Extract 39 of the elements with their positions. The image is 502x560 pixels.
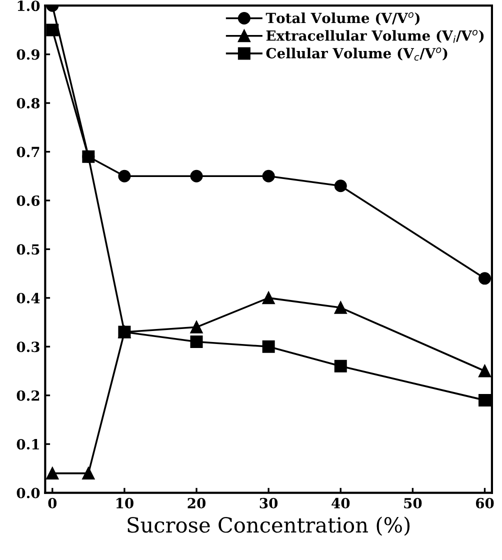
point [262, 292, 275, 304]
y-tick-label: 0.9 [16, 49, 40, 60]
y-tick-label: 0.0 [16, 488, 40, 498]
y-tick-label: 0.7 [16, 146, 40, 158]
point [46, 24, 59, 36]
x-tick-label: 60 [476, 498, 494, 508]
point [334, 301, 347, 314]
point [190, 320, 203, 334]
y-tick-label: 0.6 [16, 195, 40, 206]
y-tick-label: 0.1 [16, 439, 39, 450]
point [478, 272, 492, 285]
x-tick-label: 40 [332, 498, 350, 508]
point [118, 170, 131, 182]
point [334, 180, 347, 192]
y-tick-label: 0.8 [16, 98, 40, 109]
legend-label: Extracellular Volume (V$_{i}$/V$^{o}$) [266, 30, 484, 43]
x-tick-label: 10 [116, 498, 134, 508]
x-tick-label: 0 [48, 498, 57, 508]
point [262, 170, 275, 182]
legend-label: Cellular Volume (V$_{c}$/V$^{o}$) [266, 47, 448, 61]
y-tick-label: 0.4 [16, 292, 40, 304]
point [478, 364, 492, 378]
point [46, 467, 59, 480]
point [334, 360, 347, 372]
legend-label: Total Volume (V/V$^{o}$) [266, 12, 420, 26]
point [478, 394, 492, 406]
y-tick-label: 1.0 [18, 0, 40, 12]
x-tick-label: 50 [404, 498, 422, 508]
point [262, 340, 275, 353]
point [190, 336, 203, 348]
y-tick-label: 0.2 [16, 390, 40, 401]
x-tick-label: 30 [260, 498, 278, 508]
x-axis-title: Sucrose Concentration (%) [128, 516, 410, 536]
point [82, 150, 95, 163]
x-tick-label: 20 [188, 498, 206, 508]
y-tick-label: 0.5 [16, 244, 40, 255]
point [82, 467, 95, 480]
y-tick-label: 0.3 [16, 342, 40, 352]
point [190, 170, 203, 182]
